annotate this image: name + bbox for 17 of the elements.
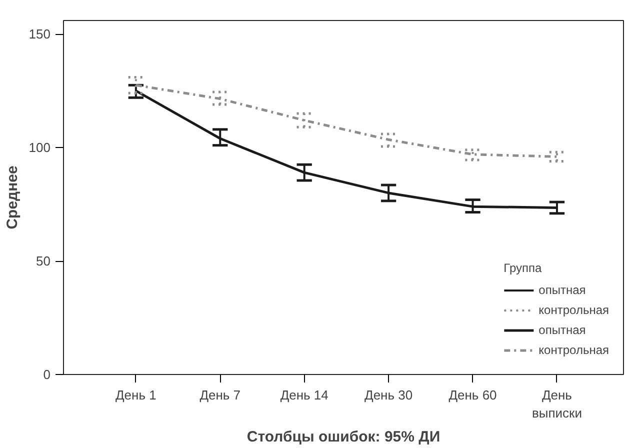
x-tick-label: День 60: [448, 388, 497, 402]
x-tick-label: День 1: [116, 388, 156, 402]
x-tick-label: День 30: [364, 388, 413, 402]
legend-label: контрольная: [538, 303, 609, 317]
y-axis-title: Среднее: [4, 166, 21, 230]
x-tick-label: День 7: [200, 388, 241, 402]
legend-label: опытная: [538, 283, 586, 297]
y-tick-label: 150: [28, 26, 51, 42]
x-tick-label: День 14: [280, 388, 328, 402]
y-tick-label: 50: [36, 254, 51, 269]
y-tick-label: 0: [43, 367, 51, 382]
x-axis-title: Столбцы ошибок: 95% ДИ: [246, 428, 440, 446]
text: контрольная: [538, 343, 609, 357]
text: опытная: [538, 323, 586, 337]
y-tick-label: 100: [28, 140, 51, 156]
x-tick-label: День выписки: [532, 388, 582, 420]
legend-title: Группа: [504, 261, 543, 275]
